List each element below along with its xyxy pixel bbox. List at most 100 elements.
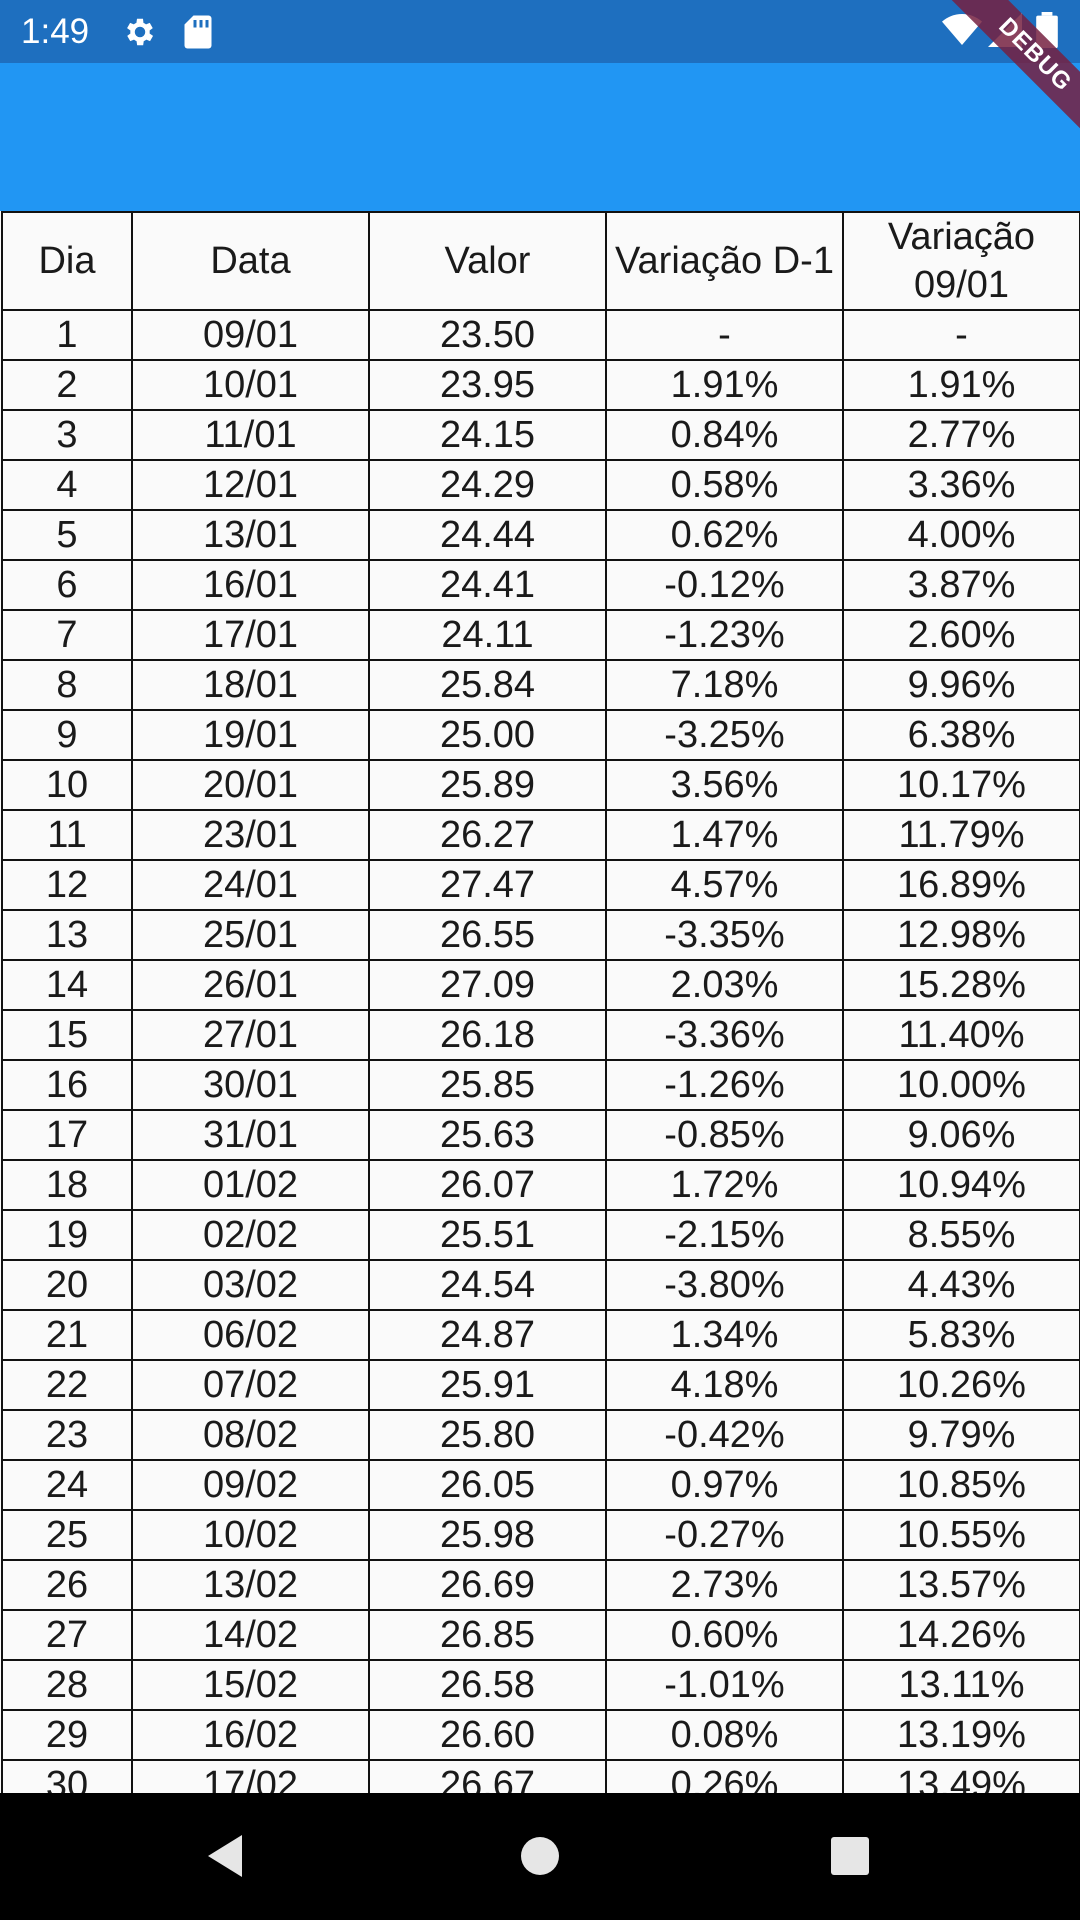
- cell-data: 20/01: [131, 759, 370, 811]
- table-row: 22 07/02 25.91 4.18% 10.26%: [1, 1359, 1080, 1411]
- header-data: Data: [131, 211, 370, 311]
- cell-variacao-0901: 2.77%: [842, 409, 1080, 461]
- cell-data: 25/01: [131, 909, 370, 961]
- navigation-bar: [0, 1793, 1080, 1920]
- cell-variacao-0901: 10.00%: [842, 1059, 1080, 1111]
- table-row: 14 26/01 27.09 2.03% 15.28%: [1, 959, 1080, 1011]
- cell-variacao-d1: 0.08%: [605, 1709, 844, 1761]
- cell-variacao-0901: 3.87%: [842, 559, 1080, 611]
- cell-variacao-d1: 0.62%: [605, 509, 844, 561]
- cell-variacao-d1: 7.18%: [605, 659, 844, 711]
- cell-variacao-d1: -1.23%: [605, 609, 844, 661]
- cell-variacao-d1: -1.01%: [605, 1659, 844, 1711]
- cell-dia: 21: [1, 1309, 133, 1361]
- cell-data: 30/01: [131, 1059, 370, 1111]
- table-row: 5 13/01 24.44 0.62% 4.00%: [1, 509, 1080, 561]
- cell-variacao-0901: 1.91%: [842, 359, 1080, 411]
- cell-dia: 24: [1, 1459, 133, 1511]
- cell-valor: 24.15: [368, 409, 607, 461]
- cell-valor: 25.84: [368, 659, 607, 711]
- cell-variacao-d1: 0.97%: [605, 1459, 844, 1511]
- cell-variacao-0901: 16.89%: [842, 859, 1080, 911]
- cell-valor: 26.67: [368, 1759, 607, 1793]
- cell-valor: 26.69: [368, 1559, 607, 1611]
- back-icon[interactable]: [190, 1821, 260, 1891]
- cell-variacao-0901: 11.79%: [842, 809, 1080, 861]
- cell-valor: 25.80: [368, 1409, 607, 1461]
- cell-variacao-0901: 15.28%: [842, 959, 1080, 1011]
- cell-dia: 16: [1, 1059, 133, 1111]
- cell-dia: 22: [1, 1359, 133, 1411]
- cell-variacao-d1: 1.47%: [605, 809, 844, 861]
- table-row: 28 15/02 26.58 -1.01% 13.11%: [1, 1659, 1080, 1711]
- cell-dia: 14: [1, 959, 133, 1011]
- cell-valor: 26.27: [368, 809, 607, 861]
- cell-valor: 23.50: [368, 309, 607, 361]
- cell-dia: 29: [1, 1709, 133, 1761]
- cell-valor: 26.85: [368, 1609, 607, 1661]
- table-row: 19 02/02 25.51 -2.15% 8.55%: [1, 1209, 1080, 1261]
- cell-variacao-d1: -3.25%: [605, 709, 844, 761]
- cell-variacao-d1: 4.18%: [605, 1359, 844, 1411]
- cell-data: 12/01: [131, 459, 370, 511]
- data-table: Dia Data Valor Variação D-1 Variação 09/…: [1, 211, 1080, 1793]
- cell-data: 16/01: [131, 559, 370, 611]
- cell-variacao-d1: 2.03%: [605, 959, 844, 1011]
- cell-variacao-0901: 3.36%: [842, 459, 1080, 511]
- home-icon[interactable]: [505, 1821, 575, 1891]
- cell-variacao-d1: 4.57%: [605, 859, 844, 911]
- cell-variacao-0901: 9.96%: [842, 659, 1080, 711]
- cell-dia: 3: [1, 409, 133, 461]
- cell-valor: 26.55: [368, 909, 607, 961]
- cell-variacao-d1: -0.85%: [605, 1109, 844, 1161]
- cell-data: 14/02: [131, 1609, 370, 1661]
- table-row: 26 13/02 26.69 2.73% 13.57%: [1, 1559, 1080, 1611]
- status-time: 1:49: [21, 12, 90, 51]
- recents-icon[interactable]: [815, 1821, 885, 1891]
- cell-valor: 26.18: [368, 1009, 607, 1061]
- cell-data: 19/01: [131, 709, 370, 761]
- table-row: 17 31/01 25.63 -0.85% 9.06%: [1, 1109, 1080, 1161]
- cell-variacao-d1: -0.42%: [605, 1409, 844, 1461]
- cell-data: 24/01: [131, 859, 370, 911]
- cell-variacao-0901: -: [842, 309, 1080, 361]
- table-row: 12 24/01 27.47 4.57% 16.89%: [1, 859, 1080, 911]
- cell-data: 15/02: [131, 1659, 370, 1711]
- table-row: 2 10/01 23.95 1.91% 1.91%: [1, 359, 1080, 411]
- cell-variacao-d1: -: [605, 309, 844, 361]
- cell-data: 26/01: [131, 959, 370, 1011]
- cell-valor: 26.60: [368, 1709, 607, 1761]
- cell-variacao-d1: -3.36%: [605, 1009, 844, 1061]
- table-row: 3 11/01 24.15 0.84% 2.77%: [1, 409, 1080, 461]
- cell-data: 27/01: [131, 1009, 370, 1061]
- table-row: 7 17/01 24.11 -1.23% 2.60%: [1, 609, 1080, 661]
- cell-variacao-d1: -0.12%: [605, 559, 844, 611]
- table-row: 18 01/02 26.07 1.72% 10.94%: [1, 1159, 1080, 1211]
- cell-valor: 26.07: [368, 1159, 607, 1211]
- cell-valor: 23.95: [368, 359, 607, 411]
- cell-data: 08/02: [131, 1409, 370, 1461]
- cell-data: 17/01: [131, 609, 370, 661]
- cell-data: 13/02: [131, 1559, 370, 1611]
- cell-variacao-d1: -1.26%: [605, 1059, 844, 1111]
- header-dia: Dia: [1, 211, 133, 311]
- table-row: 21 06/02 24.87 1.34% 5.83%: [1, 1309, 1080, 1361]
- wifi-icon: [942, 12, 982, 53]
- cell-variacao-0901: 10.85%: [842, 1459, 1080, 1511]
- cell-variacao-0901: 10.26%: [842, 1359, 1080, 1411]
- cell-dia: 17: [1, 1109, 133, 1161]
- cell-valor: 25.85: [368, 1059, 607, 1111]
- table-row: 1 09/01 23.50- -: [1, 309, 1080, 361]
- cell-dia: 20: [1, 1259, 133, 1311]
- cell-data: 09/01: [131, 309, 370, 361]
- cell-data: 31/01: [131, 1109, 370, 1161]
- cell-dia: 10: [1, 759, 133, 811]
- cell-dia: 23: [1, 1409, 133, 1461]
- cell-valor: 25.91: [368, 1359, 607, 1411]
- cell-dia: 7: [1, 609, 133, 661]
- cell-variacao-0901: 11.40%: [842, 1009, 1080, 1061]
- table-row: 13 25/01 26.55 -3.35% 12.98%: [1, 909, 1080, 961]
- cell-variacao-0901: 10.55%: [842, 1509, 1080, 1561]
- cell-data: 02/02: [131, 1209, 370, 1261]
- data-table-container[interactable]: Dia Data Valor Variação D-1 Variação 09/…: [0, 211, 1080, 1793]
